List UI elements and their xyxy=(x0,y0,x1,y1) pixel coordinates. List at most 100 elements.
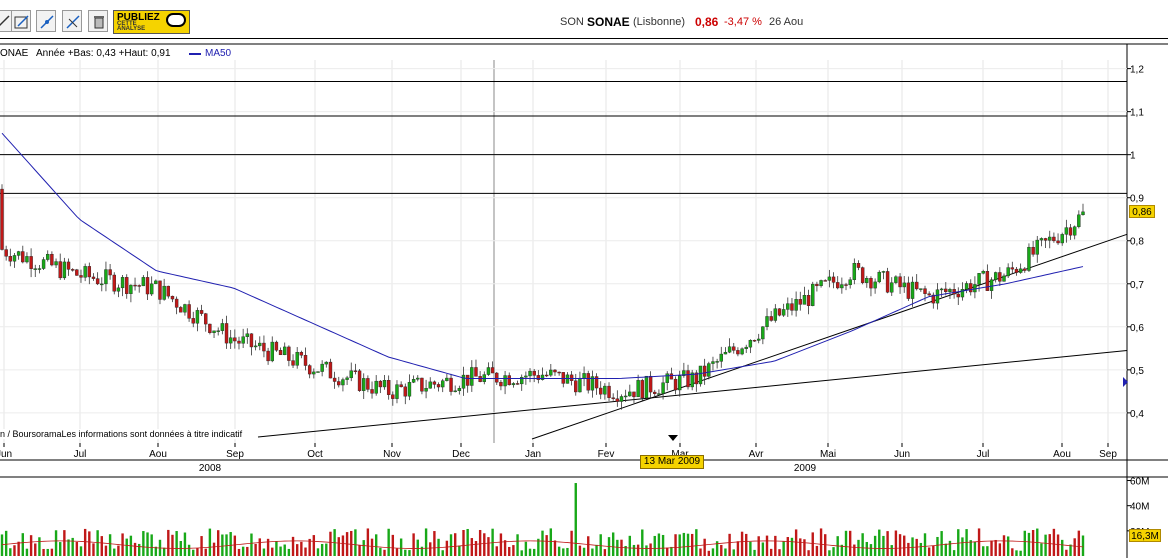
volume-bar xyxy=(25,548,29,556)
candle-body xyxy=(245,333,250,337)
candle-body xyxy=(445,377,449,381)
volume-bar xyxy=(34,543,37,556)
candle-body xyxy=(669,373,674,380)
volume-bar xyxy=(786,537,790,556)
volume-bar xyxy=(204,548,207,556)
candle-body xyxy=(835,282,840,289)
candle-body xyxy=(736,350,740,355)
quote-code: SON xyxy=(560,16,584,28)
candle-body xyxy=(158,280,162,300)
candle-body xyxy=(890,282,894,293)
volume-bar xyxy=(886,531,889,556)
volume-bar xyxy=(21,533,24,556)
candle-body xyxy=(848,279,852,286)
candle-body xyxy=(757,338,761,341)
volume-bar xyxy=(279,546,282,556)
volume-bar xyxy=(246,546,249,556)
x-tick-label: Jul xyxy=(74,449,87,460)
candle-body xyxy=(370,389,374,394)
candle-body xyxy=(678,375,682,391)
volume-bar xyxy=(483,533,486,556)
legend-range: Année +Bas: 0,43 +Haut: 0,91 xyxy=(36,48,171,59)
candle-body xyxy=(395,384,399,399)
edit-lines-button[interactable] xyxy=(62,10,82,32)
candle-body xyxy=(399,384,403,388)
candle-body xyxy=(1010,267,1015,270)
volume-bar xyxy=(337,537,340,556)
candle-body xyxy=(162,285,166,300)
volume-bar xyxy=(1019,550,1022,556)
candle-body xyxy=(569,374,574,381)
candle-body xyxy=(806,295,811,306)
volume-bar xyxy=(732,549,735,556)
volume-bar xyxy=(541,530,544,556)
candle-body xyxy=(283,346,287,356)
trend-line-long xyxy=(257,349,1128,438)
candle-body xyxy=(453,390,457,393)
volume-bar xyxy=(146,532,149,556)
volume-bar xyxy=(250,533,253,556)
volume-bar xyxy=(961,537,964,556)
volume-bar xyxy=(487,537,490,556)
candle-body xyxy=(465,374,470,386)
volume-bar xyxy=(13,545,16,556)
candle-body xyxy=(1027,246,1031,271)
candle-body xyxy=(973,284,977,293)
candle-body xyxy=(266,350,270,362)
candle-body xyxy=(885,271,890,293)
volume-bar xyxy=(196,548,199,556)
volume-bar xyxy=(570,530,573,556)
candle-body xyxy=(195,310,200,324)
volume-bar xyxy=(653,535,656,556)
candle-body xyxy=(661,382,665,394)
volume-tick-label: 40M xyxy=(1130,502,1149,513)
candle-body xyxy=(199,310,204,314)
candle-body xyxy=(46,253,50,260)
x-tick-label: Jun xyxy=(894,449,910,460)
volume-bar xyxy=(1056,534,1060,556)
candle-body xyxy=(686,370,690,388)
candle-body xyxy=(1035,239,1039,255)
candle-body xyxy=(794,299,798,311)
volume-bar xyxy=(395,548,399,556)
trash-button[interactable] xyxy=(88,10,108,32)
candle-body xyxy=(87,266,92,278)
candle-body xyxy=(154,280,158,285)
volume-bar xyxy=(894,530,898,556)
candle-body xyxy=(507,375,511,386)
volume-bar xyxy=(1069,544,1072,556)
candle-body xyxy=(303,355,308,366)
candle-body xyxy=(744,346,748,349)
crosshair-button[interactable] xyxy=(36,10,56,32)
candle-body xyxy=(374,380,378,394)
candle-body xyxy=(1006,267,1010,277)
volume-bar xyxy=(399,538,403,556)
volume-bar xyxy=(948,540,952,556)
volume-bar xyxy=(283,544,286,556)
x-tick-label: Avr xyxy=(749,449,764,460)
candle-body xyxy=(208,323,212,334)
volume-bar xyxy=(957,529,960,556)
candle-body xyxy=(711,361,715,364)
candle-body xyxy=(12,255,17,262)
volume-bar xyxy=(690,533,694,556)
volume-bar xyxy=(616,539,619,556)
candle-body xyxy=(187,304,191,319)
volume-bar xyxy=(761,542,765,556)
volume-bar xyxy=(603,549,607,556)
candle-body xyxy=(461,374,466,389)
x-tick-label: Aou xyxy=(149,449,167,460)
volume-bar xyxy=(329,531,332,556)
volume-bar xyxy=(720,544,723,556)
candle-body xyxy=(910,281,915,299)
publish-analysis-button[interactable]: PUBLIEZ CETTE ANALYSE xyxy=(113,10,190,34)
x-tick-label: Mai xyxy=(820,449,836,460)
candle-body xyxy=(62,261,67,279)
annotate-button[interactable] xyxy=(11,10,31,32)
volume-bar xyxy=(553,540,557,556)
volume-bar xyxy=(628,535,632,556)
volume-bar xyxy=(815,545,819,556)
volume-bar xyxy=(699,548,702,556)
volume-bar xyxy=(936,536,939,556)
